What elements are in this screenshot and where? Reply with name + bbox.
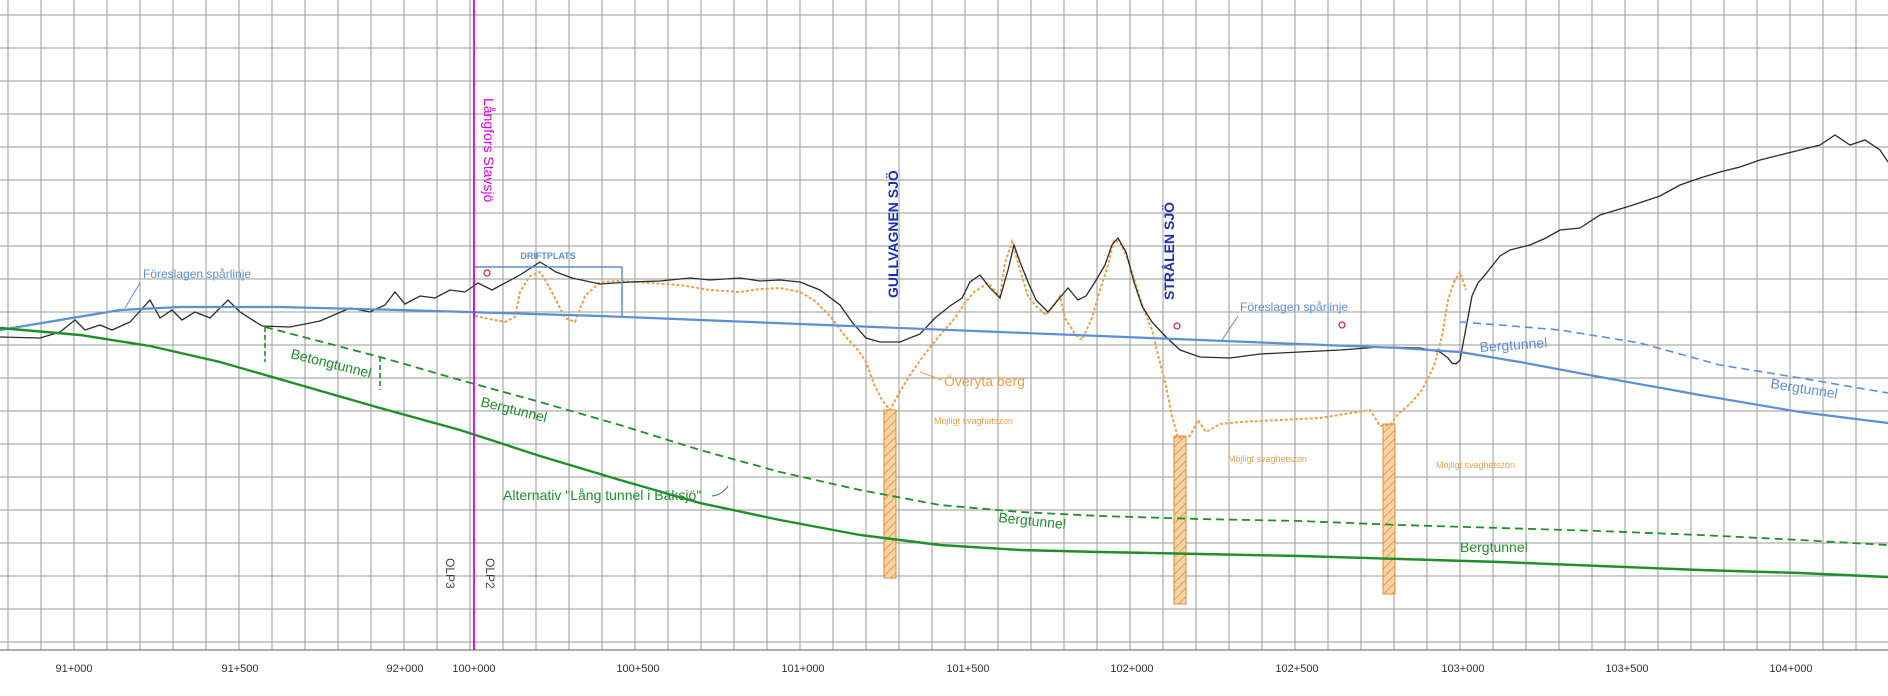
chainage-label: 101+500 — [946, 663, 989, 675]
weak-zone-label: Möjligt svaghetszon — [934, 416, 1013, 426]
chainage-label: 103+500 — [1605, 663, 1648, 675]
terrain-markers — [483, 269, 1346, 330]
chainage-label: 102+000 — [1110, 663, 1153, 675]
weak-zone-label: Möjligt svaghetszon — [1228, 454, 1307, 464]
bergtunnel-label: Bergtunnel — [479, 393, 549, 425]
track-label-leader — [1221, 315, 1239, 341]
chainage-label: 100+500 — [616, 663, 659, 675]
rock-surface-line — [474, 238, 1467, 440]
bergtunnel-label: Bergtunnel — [1770, 375, 1839, 401]
bergtunnel-label: Bergtunnel — [998, 509, 1067, 532]
chainage-axis: 91+000 91+500 92+000 100+000 100+500 101… — [55, 663, 1812, 675]
bergtunnel-label: Bergtunnel — [1460, 539, 1528, 555]
weak-zone-bar — [1382, 423, 1396, 595]
alternative-tunnel-dashed-line — [264, 326, 1888, 546]
chainage-label: 104+000 — [1769, 663, 1812, 675]
driftplats-label: DRIFTPLATS — [520, 251, 575, 261]
weak-zone-bar — [1173, 435, 1187, 605]
driftplats-bracket — [473, 266, 623, 318]
alternative-tunnel-leader — [711, 485, 729, 497]
alternative-tunnel-line — [0, 326, 1888, 579]
proposed-track-dashed-line — [1459, 321, 1888, 394]
olp3-label: OLP3 — [443, 558, 457, 589]
terrain-marker — [1173, 322, 1181, 330]
track-label: Föreslagen spårlinje — [1240, 300, 1348, 314]
terrain-marker — [1338, 321, 1346, 329]
rock-surface-label: Överyta berg — [944, 372, 1025, 389]
chainage-label: 102+500 — [1275, 663, 1318, 675]
weak-zones — [883, 409, 1396, 605]
alternative-tunnel-label: Alternativ "Lång tunnel i Bäksjö" — [503, 487, 701, 503]
drawing-grid — [0, 0, 1888, 651]
betongtunnel-box — [264, 327, 381, 390]
betongtunnel-label: Betongtunnel — [289, 345, 373, 380]
chainage-label: 92+000 — [386, 663, 423, 675]
weak-zone-label: Möjligt svaghetszon — [1436, 460, 1515, 470]
terrain-marker — [483, 269, 491, 277]
chainage-label: 101+000 — [781, 663, 824, 675]
olp2-label: OLP2 — [483, 558, 497, 589]
track-label-leader — [124, 282, 141, 309]
lake-label-stralen: STRÅLEN SJÖ — [1161, 202, 1177, 300]
chainage-label: 91+500 — [221, 663, 258, 675]
chainage-label: 91+000 — [55, 663, 92, 675]
proposed-track-line — [0, 305, 1888, 425]
bergtunnel-label: Bergtunnel — [1479, 334, 1548, 355]
rock-surface-leader — [919, 371, 943, 381]
chainage-label: 100+000 — [452, 663, 495, 675]
track-label: Föreslagen spårlinje — [143, 267, 251, 281]
station-vertical-label: Långfors Stavsjö — [481, 98, 497, 202]
chainage-label: 103+000 — [1441, 663, 1484, 675]
lake-label-gullvagnen: GULLVAGNEN SJÖ — [885, 170, 901, 298]
